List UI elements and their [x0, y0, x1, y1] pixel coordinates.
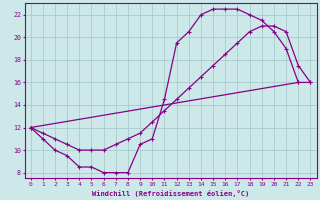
X-axis label: Windchill (Refroidissement éolien,°C): Windchill (Refroidissement éolien,°C) [92, 190, 249, 197]
